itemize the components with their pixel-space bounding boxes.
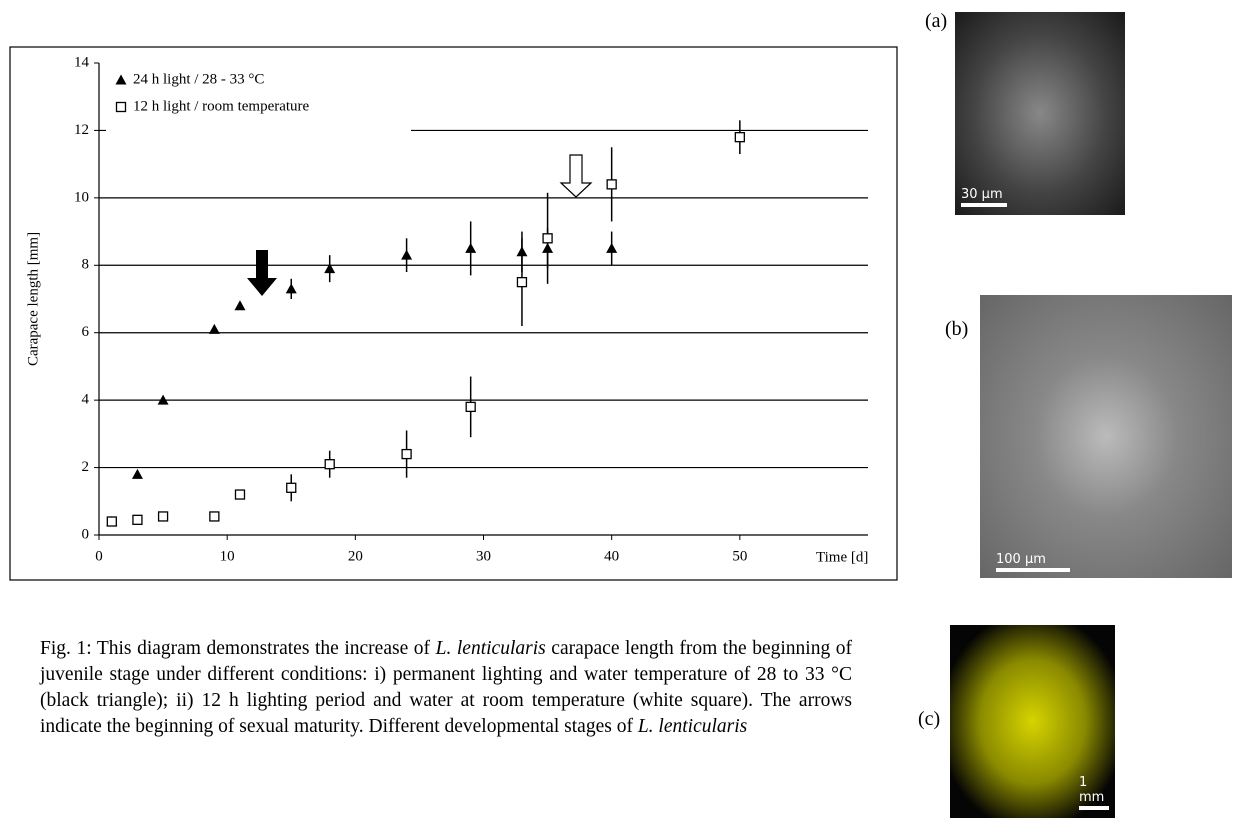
square-marker (106, 516, 117, 527)
y-tick-label: 12 (74, 122, 89, 138)
panel-label: (a) (925, 10, 948, 32)
y-tick-label: 8 (82, 257, 90, 273)
chart: Time [d] Carapace length [mm] 0 2 4 6 8 10 12 1… (9, 46, 898, 581)
square-marker (606, 179, 617, 190)
square-marker (324, 459, 335, 470)
square-marker (516, 276, 528, 288)
panel-image: 100 µm (980, 295, 1232, 578)
panel-image: 1 mm (950, 625, 1115, 818)
triangle-marker (285, 283, 297, 294)
x-axis-label: Time [d] (816, 549, 868, 565)
x-tick-label: 40 (604, 548, 619, 564)
y-tick-label: 2 (82, 459, 90, 475)
chart-frame (9, 46, 898, 581)
maturity-arrow-black (247, 250, 277, 296)
scale-bar: 1 mm (1079, 775, 1109, 810)
x-tick-label: 50 (732, 548, 747, 564)
x-tick-label: 20 (348, 548, 363, 564)
scale-bar: 30 µm (961, 187, 1007, 207)
square-marker (157, 511, 169, 522)
legend-label: 12 h light / room temperature (133, 98, 310, 114)
square-marker (234, 489, 246, 500)
square-marker (132, 514, 143, 525)
caption-text: carapace length from the beginning of ju… (40, 638, 852, 737)
panel-label: (c) (918, 708, 941, 730)
caption-text: Fig. 1: This diagram demonstrates the in… (40, 638, 436, 659)
y-tick-label: 14 (74, 54, 90, 70)
triangle-marker (115, 74, 127, 85)
triangle-marker (234, 300, 246, 311)
triangle-marker (324, 263, 336, 274)
triangle-marker (465, 242, 477, 253)
scale-bar: 100 µm (996, 552, 1070, 572)
square-marker (115, 101, 127, 113)
square-marker (542, 233, 553, 244)
panel-label: (b) (945, 318, 969, 340)
y-tick-label: 0 (82, 526, 90, 542)
triangle-marker (606, 242, 618, 253)
caption-species: L. lenticularis (637, 716, 748, 737)
square-marker (209, 511, 220, 522)
square-marker (465, 401, 476, 413)
triangle-marker (131, 468, 143, 479)
square-marker (286, 482, 297, 493)
legend-background (106, 64, 411, 134)
y-tick-label: 6 (82, 324, 90, 340)
maturity-arrow-white (559, 154, 593, 198)
triangle-marker (401, 249, 413, 260)
square-marker (734, 132, 745, 143)
x-tick-label: 10 (220, 548, 235, 564)
y-tick-label: 4 (82, 392, 90, 408)
y-tick-label: 10 (74, 189, 89, 205)
x-tick-label: 30 (476, 548, 491, 564)
panel-image: 30 µm (955, 12, 1125, 215)
square-marker (401, 448, 412, 460)
x-tick-label: 0 (95, 548, 103, 564)
triangle-marker (157, 394, 169, 405)
caption-species: L. lenticularis (435, 638, 546, 659)
y-axis-label: Carapace length [mm] (25, 232, 41, 366)
caption: Fig. 1: This diagram demonstrates the in… (40, 636, 852, 740)
legend-label: 24 h light / 28 - 33 °C (133, 71, 264, 87)
triangle-marker (208, 323, 220, 334)
